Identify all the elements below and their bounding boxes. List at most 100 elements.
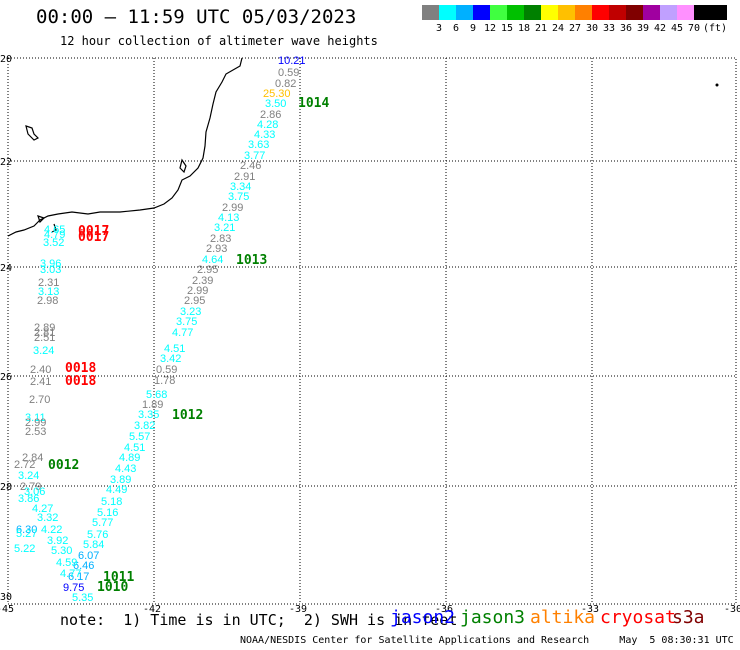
swh-value: 3.13 [38, 286, 59, 298]
swh-value: 6.17 [68, 571, 89, 583]
lat-tick-label: -24 [0, 263, 12, 274]
swh-value: 3.89 [110, 474, 131, 486]
swh-value: 2.53 [25, 426, 46, 438]
swh-value: 2.91 [234, 171, 255, 183]
swh-value: 4.51 [164, 343, 185, 355]
pass-label: 0018 [65, 374, 96, 389]
pass-label: 1010 [97, 580, 128, 595]
swh-value: 2.95 [197, 264, 218, 276]
swh-value: 3.86 [18, 493, 39, 505]
swh-value: 4.51 [124, 442, 145, 454]
pass-label: 1014 [298, 96, 329, 111]
swh-value: 5.30 [51, 545, 72, 557]
swh-value: 2.93 [206, 243, 227, 255]
pass-label: 0012 [48, 458, 79, 473]
footnote: note: 1) Time is in UTC; 2) SWH is in fe… [60, 611, 458, 629]
coastline [7, 57, 243, 237]
legend-label: 45 [670, 23, 684, 34]
legend-swatch [558, 5, 575, 20]
pass-label: 1012 [172, 408, 203, 423]
swh-value: 4.28 [257, 119, 278, 131]
pass-label: 1013 [236, 253, 267, 268]
credit-line: NOAA/NESDIS Center for Satellite Applica… [240, 635, 740, 646]
swh-value: 3.24 [33, 345, 54, 357]
satellite-altika: altika [530, 607, 596, 628]
swh-value: 1.89 [142, 399, 163, 411]
swh-value: 3.75 [228, 191, 249, 203]
satellite-jason2: jason2 [390, 607, 456, 628]
swh-value: 4.27 [32, 503, 53, 515]
swh-value: 4.89 [119, 452, 140, 464]
legend-label: 70 [687, 23, 701, 34]
swh-value: 2.40 [30, 364, 51, 376]
legend-label: 30 [585, 23, 599, 34]
swh-value: 2.39 [192, 275, 213, 287]
pass-labels: 1014 1013 1012 1011 1010 0017 0017 0018 … [48, 96, 329, 595]
swh-value: 3.63 [248, 139, 269, 151]
satellite-cryosat: cryosat [600, 607, 676, 628]
swh-value: 5.76 [87, 529, 108, 541]
swh-value: 5.22 [14, 543, 35, 555]
legend-label: 33 [602, 23, 616, 34]
pass-label: 1011 [103, 570, 134, 585]
swh-value: 2.99 [25, 417, 46, 429]
swh-value: 2.95 [184, 295, 205, 307]
swh-value: 3.35 [138, 409, 159, 421]
lat-tick-labels: -20 -22 -24 -26 -28 -30 [0, 54, 12, 603]
swh-value: 4.13 [218, 212, 239, 224]
legend-label: 39 [636, 23, 650, 34]
swh-value: 4.77 [172, 327, 193, 339]
legend-label: 27 [568, 23, 582, 34]
legend-swatch [626, 5, 643, 20]
swh-value: 6.46 [73, 560, 94, 572]
swh-value: 3.52 [43, 237, 64, 249]
swh-value: 4.49 [106, 484, 127, 496]
swh-value: 5.77 [92, 517, 113, 529]
satellite-jason3: jason3 [460, 607, 526, 628]
lon-tick-labels: -45 -42 -39 -36 -33 -30 [0, 604, 740, 615]
legend-swatch [694, 5, 727, 20]
legend-swatch [507, 5, 524, 20]
swh-value: 0.82 [275, 78, 296, 90]
swh-value: 2.99 [222, 202, 243, 214]
swh-value: 3.77 [244, 150, 265, 162]
swh-value: 5.57 [129, 431, 150, 443]
legend-label: 18 [517, 23, 531, 34]
swh-value: 5.16 [97, 507, 118, 519]
swh-value: 5.18 [101, 496, 122, 508]
swh-value: 0.59 [156, 364, 177, 376]
swh-value: 4.79 [44, 229, 65, 241]
swh-value: 3.03 [40, 264, 61, 276]
swh-value: 5.68 [146, 389, 167, 401]
swh-value: 2.31 [38, 277, 59, 289]
swh-value: 2.83 [210, 233, 231, 245]
swh-value: 3.96 [40, 258, 61, 270]
swh-value: 3.92 [47, 535, 68, 547]
swh-value: 2.99 [187, 285, 208, 297]
swh-value: 2.70 [29, 394, 50, 406]
legend-swatch [490, 5, 507, 20]
swh-value: 2.86 [260, 109, 281, 121]
legend-label: 42 [653, 23, 667, 34]
island-dot [715, 83, 719, 87]
swh-value: 3.34 [230, 181, 251, 193]
swh-value: 3.82 [134, 420, 155, 432]
legend-label: 24 [551, 23, 565, 34]
legend-label: 21 [534, 23, 548, 34]
swh-value: 3.32 [37, 512, 58, 524]
swh-value: 25.30 [263, 88, 291, 100]
swh-value: 2.98 [37, 295, 58, 307]
legend-swatch [677, 5, 694, 20]
legend-swatch [473, 5, 490, 20]
legend-label: 6 [452, 23, 460, 34]
swh-value: 4.33 [254, 129, 275, 141]
legend-swatch [592, 5, 609, 20]
swh-value: 4.43 [115, 463, 136, 475]
swh-value: 6.30 [16, 524, 37, 536]
swh-value: 2.72 [14, 459, 35, 471]
swh-value: 4.59 [56, 557, 77, 569]
swh-value: 2.81 [34, 327, 55, 339]
lon-tick-label: -39 [289, 604, 307, 615]
lat-tick-label: -30 [0, 592, 12, 603]
swh-value: 2.41 [30, 376, 51, 388]
